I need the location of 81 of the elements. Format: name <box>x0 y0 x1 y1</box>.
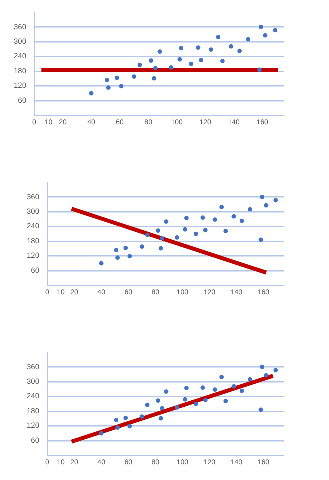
point <box>89 91 94 96</box>
point <box>209 48 214 52</box>
point <box>99 431 104 436</box>
point <box>116 256 120 260</box>
point <box>212 388 218 392</box>
point <box>194 232 198 236</box>
point <box>240 218 244 224</box>
point <box>199 58 204 63</box>
point <box>184 386 189 391</box>
point <box>224 399 228 404</box>
point <box>258 68 262 72</box>
point <box>240 388 244 394</box>
point <box>153 66 158 71</box>
point <box>203 398 208 403</box>
point <box>178 57 182 62</box>
point <box>216 35 221 40</box>
point <box>145 232 150 238</box>
point <box>158 416 164 421</box>
point <box>274 198 278 203</box>
point <box>189 62 194 66</box>
point <box>164 220 169 224</box>
point <box>264 203 269 208</box>
point <box>248 377 252 382</box>
point <box>263 33 268 38</box>
point <box>132 74 137 80</box>
point <box>175 406 180 410</box>
point <box>220 59 225 64</box>
point <box>220 375 224 380</box>
point <box>238 48 242 54</box>
point <box>114 418 119 422</box>
point <box>220 205 224 210</box>
point <box>128 254 132 259</box>
point <box>183 227 188 232</box>
point <box>179 46 184 51</box>
point <box>156 228 161 234</box>
point <box>145 402 150 408</box>
point <box>232 384 236 389</box>
point <box>184 216 189 221</box>
point <box>175 236 180 240</box>
point <box>128 424 132 429</box>
point <box>164 390 169 394</box>
point <box>200 386 206 390</box>
point <box>105 78 110 82</box>
point <box>116 426 120 430</box>
point <box>258 238 264 242</box>
point <box>158 246 164 251</box>
point <box>115 76 120 80</box>
point <box>232 214 236 219</box>
point <box>260 195 265 200</box>
point <box>194 402 198 406</box>
point <box>260 365 265 370</box>
point <box>160 406 165 411</box>
point <box>264 373 269 378</box>
point <box>258 25 264 30</box>
point <box>258 408 264 412</box>
point <box>140 414 144 420</box>
point <box>246 37 251 42</box>
point <box>124 416 128 420</box>
point <box>274 368 278 373</box>
point <box>212 218 218 222</box>
point <box>224 229 228 234</box>
point <box>196 46 201 50</box>
point <box>229 44 234 49</box>
point <box>99 261 104 266</box>
point <box>248 207 252 212</box>
point <box>158 50 162 54</box>
point <box>183 397 188 402</box>
point <box>273 28 278 33</box>
point <box>106 86 111 90</box>
point <box>138 62 142 68</box>
point <box>152 76 156 81</box>
point <box>140 244 144 250</box>
point <box>156 398 161 404</box>
point <box>149 58 154 64</box>
point <box>119 84 124 89</box>
point <box>114 248 119 252</box>
point <box>169 66 174 70</box>
point <box>203 228 208 233</box>
point <box>124 246 128 250</box>
point <box>200 216 206 220</box>
point <box>160 236 165 241</box>
